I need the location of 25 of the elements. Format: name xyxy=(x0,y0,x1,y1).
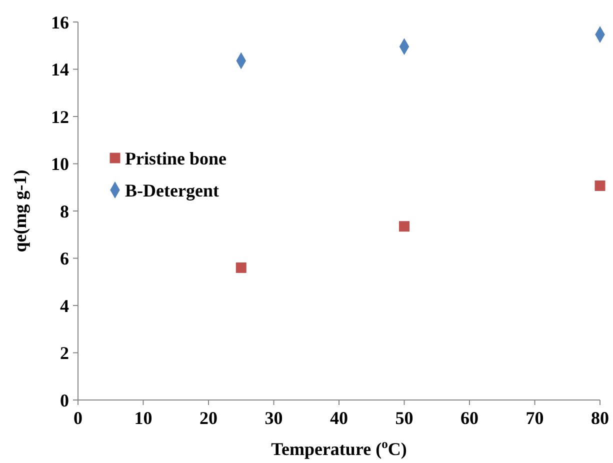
y-tick-label: 4 xyxy=(60,296,69,316)
x-tick-label: 10 xyxy=(134,408,152,428)
y-tick-label: 10 xyxy=(51,154,69,174)
y-tick-label: 16 xyxy=(51,12,69,32)
point xyxy=(236,262,246,273)
y-tick-label: 14 xyxy=(51,60,69,80)
y-axis-title: qe(mg g-1) xyxy=(10,170,30,252)
x-tick-label: 70 xyxy=(526,408,544,428)
x-tick-label: 50 xyxy=(395,408,414,428)
y-tick-label: 8 xyxy=(60,201,69,222)
y-tick-label: 12 xyxy=(51,106,69,127)
x-tick-label: 0 xyxy=(74,408,82,428)
x-tick-label: 30 xyxy=(264,408,283,428)
point xyxy=(399,221,410,232)
y-tick-label: 2 xyxy=(60,343,69,364)
x-tick-label: 80 xyxy=(591,408,609,428)
y-tick-label: 6 xyxy=(60,248,69,269)
x-tick-label: 20 xyxy=(200,408,218,428)
point xyxy=(594,180,606,191)
y-tick-label: 0 xyxy=(60,390,69,410)
x-axis-title: Temperature ($^{o}$C) xyxy=(271,437,407,459)
legend-label: Pristine bone xyxy=(125,148,227,168)
x-tick-label: 60 xyxy=(460,408,478,428)
legend-label: B-Detergent xyxy=(125,180,219,200)
x-tick-label: 40 xyxy=(330,408,348,428)
